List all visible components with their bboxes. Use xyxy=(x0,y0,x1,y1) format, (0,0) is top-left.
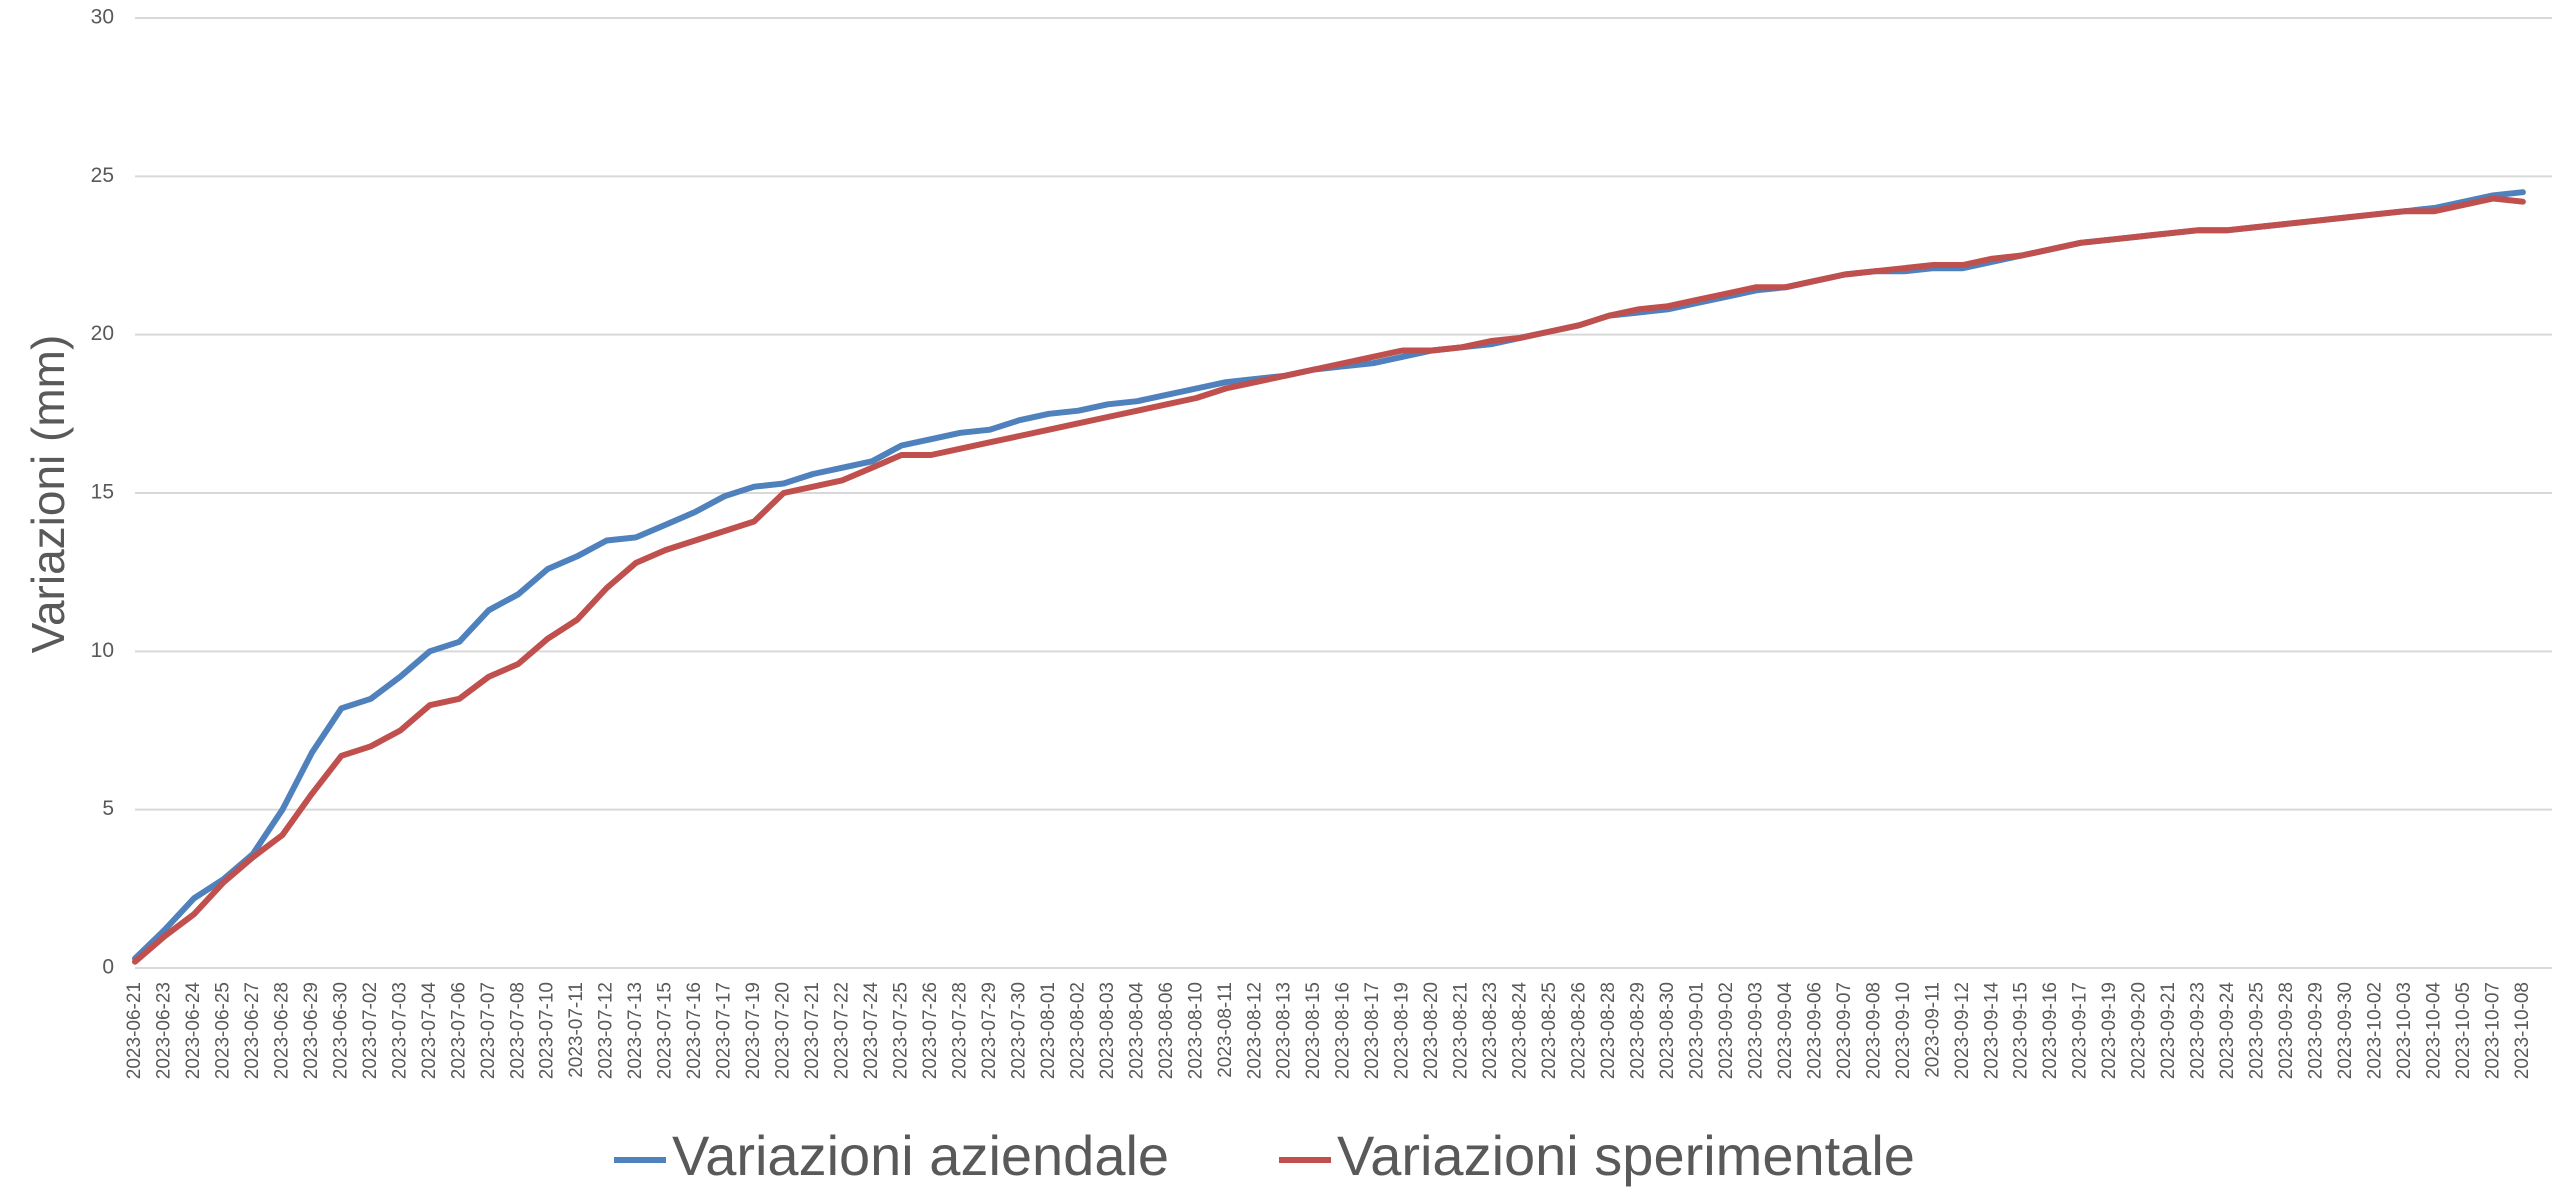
x-tick-label: 2023-09-21 xyxy=(2158,982,2179,1079)
x-tick-label: 2023-09-07 xyxy=(1834,982,1855,1079)
x-tick-label: 2023-09-25 xyxy=(2247,982,2268,1079)
x-tick-label: 2023-10-04 xyxy=(2423,982,2444,1080)
x-tick-label: 2023-06-30 xyxy=(330,982,351,1079)
x-tick-label: 2023-08-24 xyxy=(1510,982,1531,1080)
x-tick-label: 2023-07-11 xyxy=(566,982,587,1078)
x-tick-label: 2023-09-20 xyxy=(2129,982,2150,1079)
x-tick-label: 2023-06-21 xyxy=(124,982,145,1079)
x-tick-label: 2023-09-11 xyxy=(1922,982,1943,1078)
x-tick-label: 2023-07-08 xyxy=(507,982,528,1079)
x-tick-label: 2023-07-16 xyxy=(684,982,705,1079)
y-tick-label: 20 xyxy=(91,322,114,345)
x-tick-label: 2023-08-30 xyxy=(1657,982,1678,1079)
x-tick-label: 2023-07-21 xyxy=(802,982,823,1079)
x-tick-label: 2023-09-28 xyxy=(2276,982,2297,1079)
x-tick-label: 2023-09-02 xyxy=(1716,982,1737,1079)
y-axis-title: Variazioni (mm) xyxy=(22,335,74,654)
x-tick-label: 2023-09-30 xyxy=(2335,982,2356,1079)
y-tick-label: 15 xyxy=(91,481,114,504)
x-tick-label: 2023-06-29 xyxy=(301,982,322,1079)
x-tick-label: 2023-07-13 xyxy=(625,982,646,1079)
x-tick-label: 2023-07-15 xyxy=(655,982,676,1079)
x-tick-label: 2023-10-02 xyxy=(2364,982,2385,1079)
series-line xyxy=(132,189,2526,962)
x-tick-label: 2023-08-16 xyxy=(1333,982,1354,1079)
x-tick-label: 2023-07-03 xyxy=(389,982,410,1079)
y-tick-label: 30 xyxy=(91,6,114,29)
x-tick-label: 2023-09-04 xyxy=(1775,982,1796,1080)
y-tick-label: 10 xyxy=(91,639,114,662)
x-tick-label: 2023-08-26 xyxy=(1569,982,1590,1079)
x-tick-label: 2023-09-12 xyxy=(1952,982,1973,1079)
x-tick-label: 2023-07-07 xyxy=(478,982,499,1079)
x-tick-label: 2023-07-26 xyxy=(920,982,941,1079)
x-tick-label: 2023-07-28 xyxy=(949,982,970,1079)
x-tick-label: 2023-07-30 xyxy=(1008,982,1029,1079)
x-tick-label: 2023-09-06 xyxy=(1804,982,1825,1079)
x-tick-label: 2023-06-24 xyxy=(183,982,204,1080)
x-tick-label: 2023-09-14 xyxy=(1981,982,2002,1080)
x-tick-label: 2023-08-17 xyxy=(1362,982,1383,1079)
x-tick-label: 2023-08-01 xyxy=(1038,982,1059,1079)
x-tick-label: 2023-07-04 xyxy=(419,982,440,1080)
x-tick-label: 2023-08-20 xyxy=(1421,982,1442,1079)
x-tick-label: 2023-08-28 xyxy=(1598,982,1619,1079)
x-tick-label: 2023-06-23 xyxy=(153,982,174,1079)
x-tick-label: 2023-07-20 xyxy=(773,982,794,1079)
x-tick-label: 2023-07-29 xyxy=(979,982,1000,1079)
x-tick-label: 2023-09-03 xyxy=(1745,982,1766,1079)
x-tick-label: 2023-07-06 xyxy=(448,982,469,1079)
x-tick-label: 2023-08-25 xyxy=(1539,982,1560,1079)
x-tick-label: 2023-07-19 xyxy=(743,982,764,1079)
x-tick-label: 2023-07-24 xyxy=(861,982,882,1080)
x-tick-label: 2023-09-19 xyxy=(2099,982,2120,1079)
x-tick-label: 2023-08-04 xyxy=(1126,982,1147,1080)
x-tick-label: 2023-08-10 xyxy=(1185,982,1206,1079)
x-tick-label: 2023-10-08 xyxy=(2512,982,2533,1079)
x-tick-label: 2023-07-22 xyxy=(832,982,853,1079)
x-tick-label: 2023-08-12 xyxy=(1244,982,1265,1079)
x-tick-label: 2023-09-08 xyxy=(1863,982,1884,1079)
x-tick-label: 2023-10-03 xyxy=(2394,982,2415,1079)
x-tick-label: 2023-09-10 xyxy=(1893,982,1914,1079)
x-tick-label: 2023-08-21 xyxy=(1451,982,1472,1079)
x-tick-label: 2023-06-28 xyxy=(271,982,292,1079)
x-tick-label: 2023-09-23 xyxy=(2188,982,2209,1079)
x-tick-label: 2023-08-23 xyxy=(1480,982,1501,1079)
x-tick-label: 2023-07-10 xyxy=(537,982,558,1079)
y-tick-label: 5 xyxy=(102,797,114,820)
x-tick-label: 2023-09-17 xyxy=(2070,982,2091,1079)
x-tick-label: 2023-09-29 xyxy=(2306,982,2327,1079)
x-tick-label: 2023-08-11 xyxy=(1215,982,1236,1078)
x-tick-label: 2023-08-29 xyxy=(1627,982,1648,1079)
legend-label: Variazioni aziendale xyxy=(672,1124,1169,1187)
x-tick-label: 2023-07-12 xyxy=(596,982,617,1079)
x-tick-label: 2023-06-25 xyxy=(212,982,233,1079)
x-tick-label: 2023-09-15 xyxy=(2011,982,2032,1079)
x-tick-label: 2023-10-05 xyxy=(2453,982,2474,1079)
y-tick-label: 0 xyxy=(102,956,114,979)
legend-label: Variazioni sperimentale xyxy=(1337,1124,1915,1187)
x-tick-label: 2023-07-25 xyxy=(890,982,911,1079)
x-tick-label: 2023-08-03 xyxy=(1097,982,1118,1079)
x-tick-label: 2023-07-17 xyxy=(714,982,735,1079)
x-tick-label: 2023-08-06 xyxy=(1156,982,1177,1079)
y-tick-label: 25 xyxy=(91,164,114,187)
x-tick-label: 2023-08-19 xyxy=(1392,982,1413,1079)
x-tick-label: 2023-09-24 xyxy=(2217,982,2238,1080)
x-tick-label: 2023-07-02 xyxy=(360,982,381,1079)
x-tick-label: 2023-09-01 xyxy=(1686,982,1707,1079)
x-tick-label: 2023-10-07 xyxy=(2482,982,2503,1079)
x-tick-label: 2023-08-15 xyxy=(1303,982,1324,1079)
x-tick-label: 2023-09-16 xyxy=(2040,982,2061,1079)
x-tick-label: 2023-06-27 xyxy=(242,982,263,1079)
x-tick-label: 2023-08-13 xyxy=(1274,982,1295,1079)
series-line xyxy=(132,195,2526,965)
x-tick-label: 2023-08-02 xyxy=(1067,982,1088,1079)
